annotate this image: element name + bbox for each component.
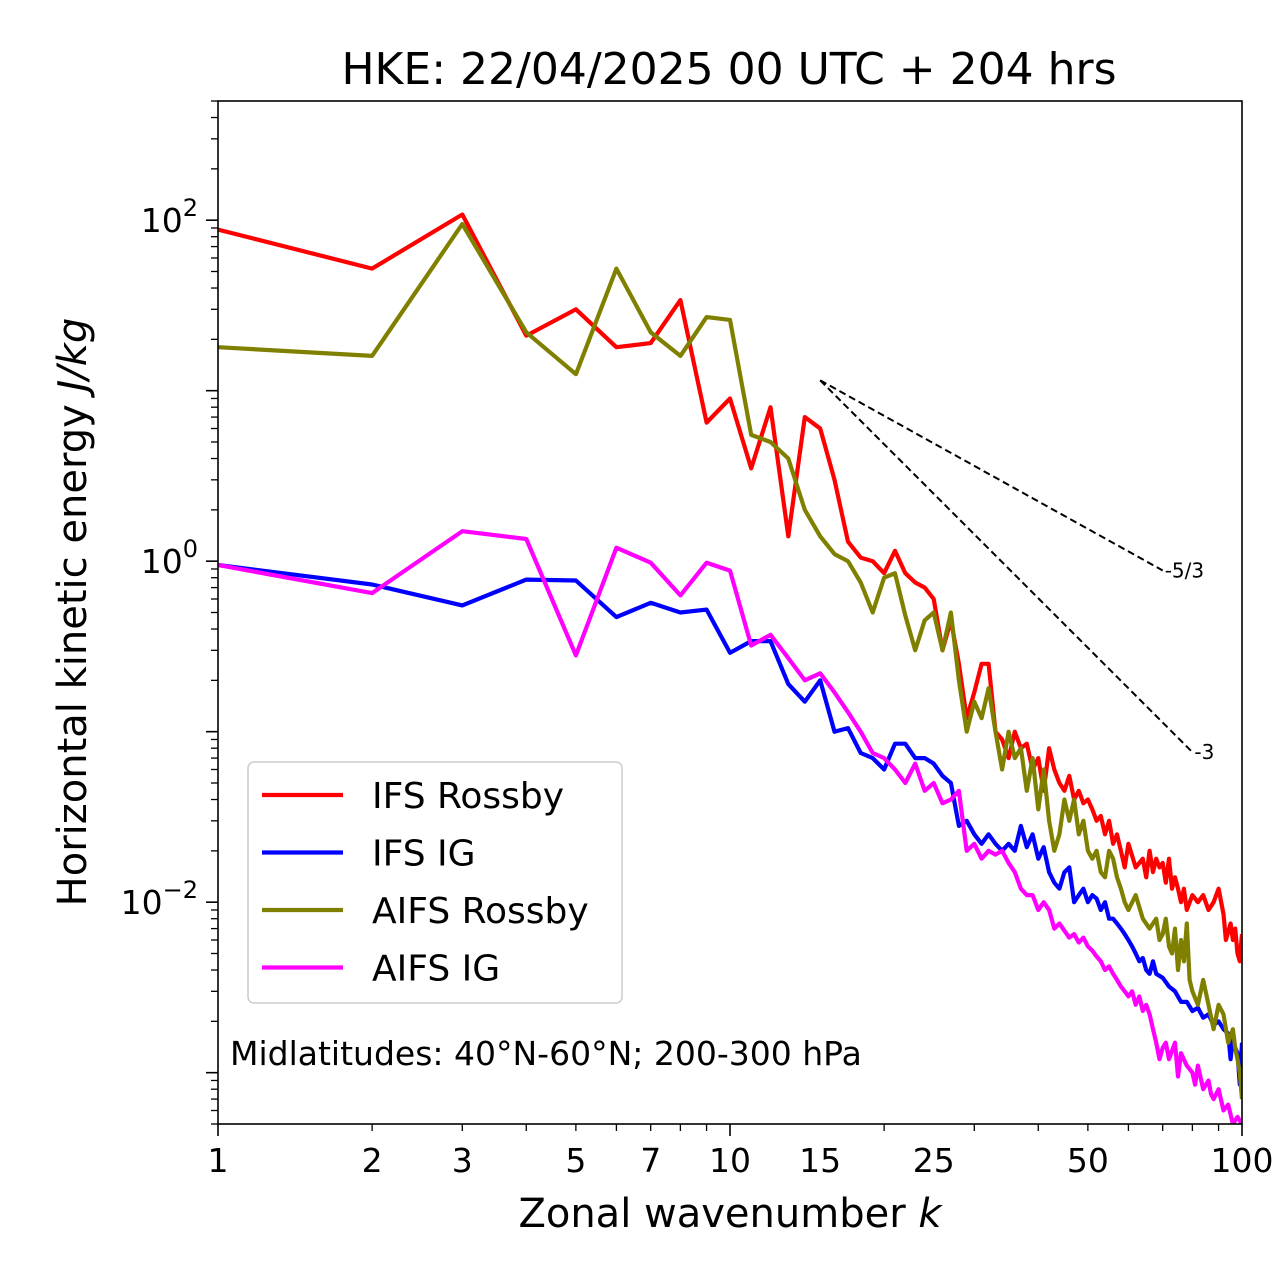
reference-slopes: -5/3 -3 (819, 379, 1214, 764)
y-axis-label: Horizontal kinetic energy J/kg (50, 318, 96, 907)
x-tick-label: 25 (913, 1141, 955, 1180)
series-line-ifs-rossby (218, 212, 1242, 964)
legend-label-aifs-rossby: AIFS Rossby (372, 891, 589, 932)
reference-line-label-2: -3 (1194, 740, 1214, 764)
chart-title: HKE: 22/04/2025 00 UTC + 204 hrs (341, 44, 1116, 95)
series-line-aifs-rossby (218, 221, 1242, 1100)
y-tick-label: 102 (141, 194, 198, 240)
y-axis-ticks: 102 100 10−2 (121, 100, 218, 1125)
x-tick-label: 2 (362, 1141, 383, 1180)
series-line-ifs-ig (218, 562, 1242, 1087)
x-tick-label: 5 (565, 1141, 586, 1180)
reference-line-label-1: -5/3 (1165, 558, 1204, 582)
x-axis-label: Zonal wavenumber k (518, 1191, 943, 1237)
legend: IFS Rossby IFS IG AIFS Rossby AIFS IG (247, 761, 623, 1004)
x-tick-label: 7 (640, 1141, 661, 1180)
region-annotation: Midlatitudes: 40°N-60°N; 200-300 hPa (230, 1034, 862, 1073)
legend-label-aifs-ig: AIFS IG (372, 949, 500, 990)
legend-box (247, 761, 623, 1004)
series-line-aifs-ig (218, 529, 1242, 1124)
x-tick-label: 50 (1067, 1141, 1109, 1180)
reference-line-1 (819, 379, 1164, 572)
series-lines (218, 212, 1242, 1124)
x-tick-label: 15 (799, 1141, 841, 1180)
x-tick-label: 3 (452, 1141, 473, 1180)
x-tick-label: 100 (1211, 1141, 1274, 1180)
legend-label-ifs-ig: IFS IG (372, 834, 476, 875)
x-tick-label: 1 (208, 1141, 229, 1180)
y-tick-label: 100 (141, 535, 198, 581)
x-tick-label: 10 (709, 1141, 751, 1180)
y-tick-label: 10−2 (121, 876, 198, 922)
legend-label-ifs-rossby: IFS Rossby (372, 776, 564, 817)
x-axis-ticks: 1 2 3 5 7 10 15 25 50 100 (208, 1124, 1274, 1180)
